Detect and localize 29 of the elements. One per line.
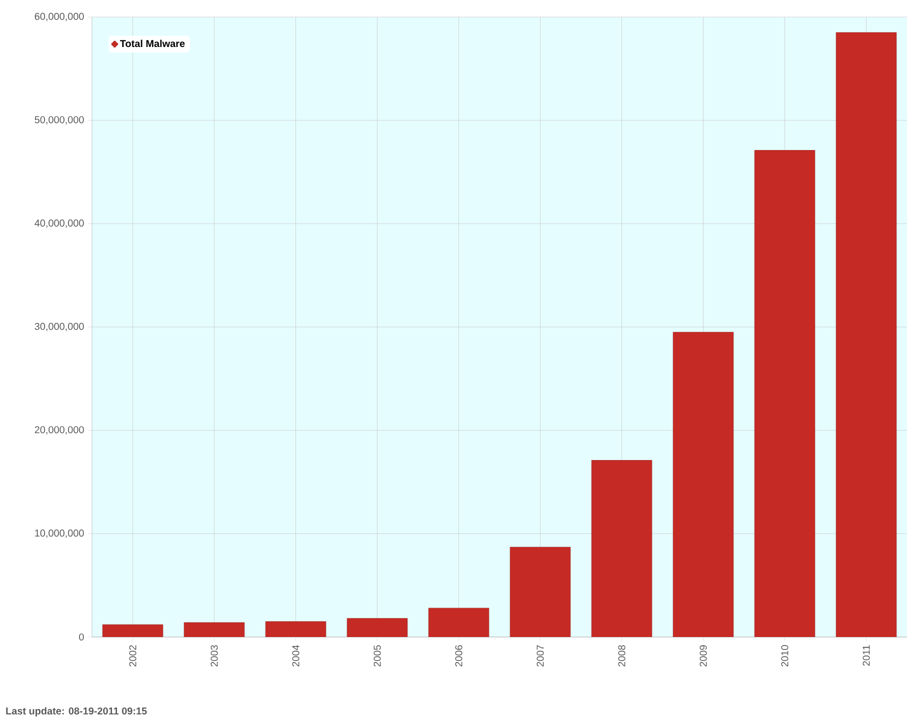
- y-tick-label: 60,000,000: [34, 12, 84, 22]
- legend-label: Total Malware: [120, 40, 185, 48]
- x-tick-label: 2011: [862, 645, 870, 666]
- y-tick-label: 10,000,000: [35, 530, 84, 538]
- bar: [265, 621, 326, 637]
- y-tick-label: 0: [79, 633, 84, 641]
- bar: [754, 150, 816, 637]
- y-tick-label: 50,000,000: [34, 116, 84, 124]
- x-tick-label: 2005: [374, 645, 381, 666]
- text: Last update: 08-19-2011 09:15: [6, 707, 147, 716]
- y-tick-label: 20,000,000: [34, 426, 84, 434]
- x-tick-label: 2008: [618, 645, 626, 666]
- x-tick-label: 2007: [536, 645, 544, 666]
- bar: [510, 546, 571, 637]
- bar: [591, 460, 652, 637]
- y-tick-label: 30,000,000: [34, 322, 84, 332]
- x-tick-label: 2009: [700, 645, 707, 666]
- bar: [184, 622, 245, 637]
- x-tick-label: 2002: [129, 645, 136, 666]
- bar: [836, 32, 897, 637]
- y-tick-label: 40,000,000: [34, 220, 84, 228]
- x-tick-label: 2003: [210, 645, 218, 666]
- bar: [428, 608, 490, 637]
- bar: [102, 624, 163, 637]
- x-tick-label: 2006: [455, 645, 462, 666]
- bar: [346, 618, 408, 637]
- x-tick-label: 2010: [781, 645, 788, 666]
- bar: [672, 332, 734, 637]
- x-tick-label: 2004: [292, 645, 300, 666]
